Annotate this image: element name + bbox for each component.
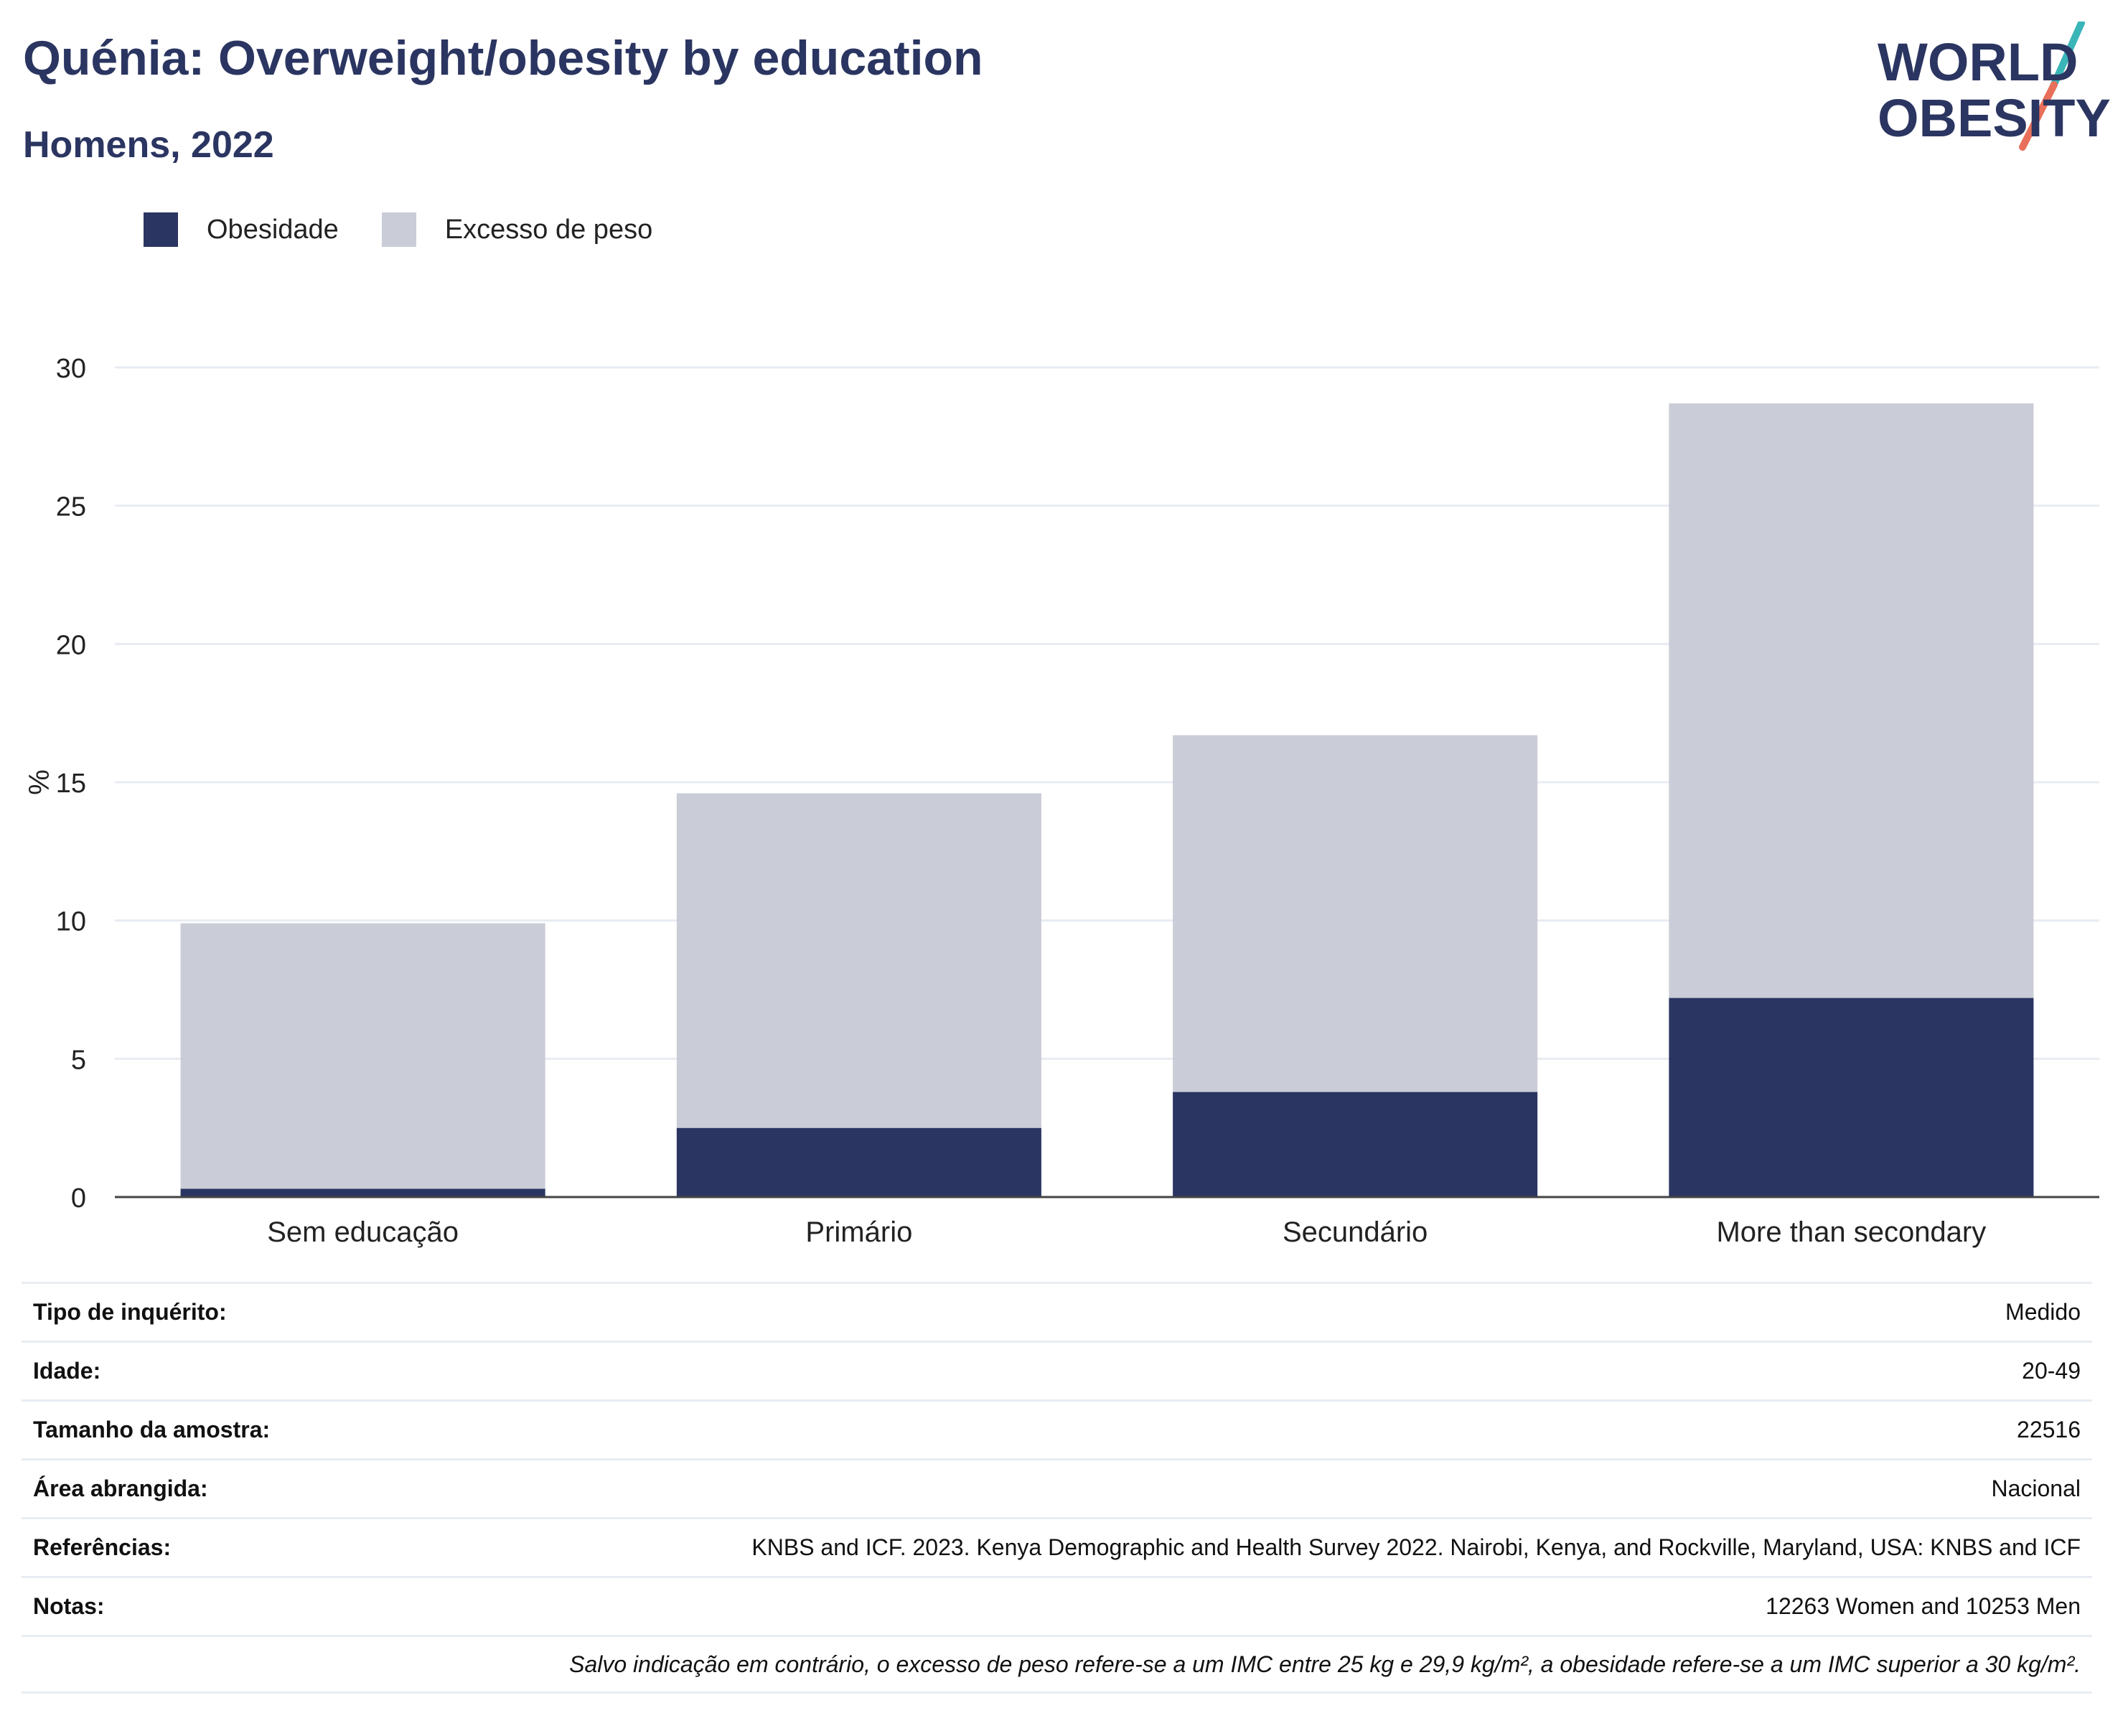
meta-row-sample-size: Tamanho da amostra: 22516 — [22, 1399, 2092, 1458]
bar-segment-overweight — [676, 793, 1041, 1128]
legend-item-obesity[interactable]: Obesidade — [144, 212, 339, 247]
chart-legend: Obesidade Excesso de peso — [144, 212, 695, 247]
y-tick-label: 25 — [56, 492, 86, 522]
y-tick-label: 20 — [56, 630, 86, 660]
chart-title: Quénia: Overweight/obesity by education — [23, 31, 983, 85]
bar-segment-obesity — [676, 1127, 1041, 1197]
legend-label-obesity: Obesidade — [207, 214, 339, 245]
meta-row-survey-type: Tipo de inquérito: Medido — [22, 1282, 2092, 1341]
bar-segment-overweight — [1669, 403, 2034, 998]
meta-key: Tipo de inquérito: — [33, 1299, 227, 1325]
meta-row-notes: Notas: 12263 Women and 10253 Men — [22, 1576, 2092, 1635]
meta-key: Notas: — [33, 1593, 105, 1619]
y-tick-label: 10 — [56, 907, 86, 937]
world-obesity-logo: WORLD OBESITY — [1878, 22, 2110, 151]
meta-row-age: Idade: 20-49 — [22, 1341, 2092, 1399]
y-axis-title: % — [24, 769, 55, 795]
meta-key: Referências: — [33, 1534, 172, 1560]
bar-segment-overweight — [180, 923, 545, 1189]
bar-segment-overweight — [1173, 735, 1538, 1092]
meta-value: 22516 — [2017, 1417, 2081, 1442]
bar-segment-obesity — [1669, 998, 2034, 1197]
meta-value: Nacional — [1991, 1475, 2081, 1501]
meta-key: Tamanho da amostra: — [33, 1417, 271, 1442]
legend-item-overweight[interactable]: Excesso de peso — [381, 212, 653, 247]
x-tick-label: More than secondary — [1716, 1216, 1986, 1248]
logo-line1: WORLD — [1878, 32, 2079, 92]
meta-value: KNBS and ICF. 2023. Kenya Demographic an… — [751, 1534, 2081, 1560]
meta-key: Idade: — [33, 1358, 101, 1384]
legend-swatch-obesity — [144, 212, 178, 247]
survey-metadata-table: Tipo de inquérito: Medido Idade: 20-49 T… — [22, 1282, 2092, 1694]
y-tick-label: 30 — [56, 354, 86, 384]
meta-value: 12263 Women and 10253 Men — [1766, 1593, 2081, 1619]
meta-key: Área abrangida: — [33, 1475, 208, 1501]
bar-segment-obesity — [1173, 1092, 1538, 1197]
bar-segment-obesity — [180, 1188, 545, 1197]
meta-row-references: Referências: KNBS and ICF. 2023. Kenya D… — [22, 1517, 2092, 1576]
meta-value: 20-49 — [2022, 1358, 2081, 1384]
meta-row-footnote: Salvo indicação em contrário, o excesso … — [22, 1635, 2092, 1694]
chart-subtitle: Homens, 2022 — [23, 124, 274, 166]
meta-row-area: Área abrangida: Nacional — [22, 1458, 2092, 1517]
x-tick-label: Sem educação — [267, 1216, 459, 1248]
stacked-bar-chart: 0 5 10 15 20 25 30% Sem educação Primário Secundá… — [24, 354, 2099, 1248]
meta-value: Medido — [2005, 1299, 2081, 1325]
x-tick-label: Secundário — [1283, 1216, 1428, 1248]
legend-label-overweight: Excesso de peso — [444, 214, 653, 245]
x-tick-label: Primário — [805, 1216, 912, 1248]
legend-swatch-overweight — [381, 212, 416, 247]
logo-line2: OBESITY — [1878, 88, 2110, 148]
y-tick-label: 0 — [71, 1183, 86, 1214]
bmi-definition-footnote: Salvo indicação em contrário, o excesso … — [569, 1651, 2081, 1677]
y-tick-label: 5 — [71, 1045, 86, 1075]
y-tick-label: 15 — [56, 769, 86, 799]
